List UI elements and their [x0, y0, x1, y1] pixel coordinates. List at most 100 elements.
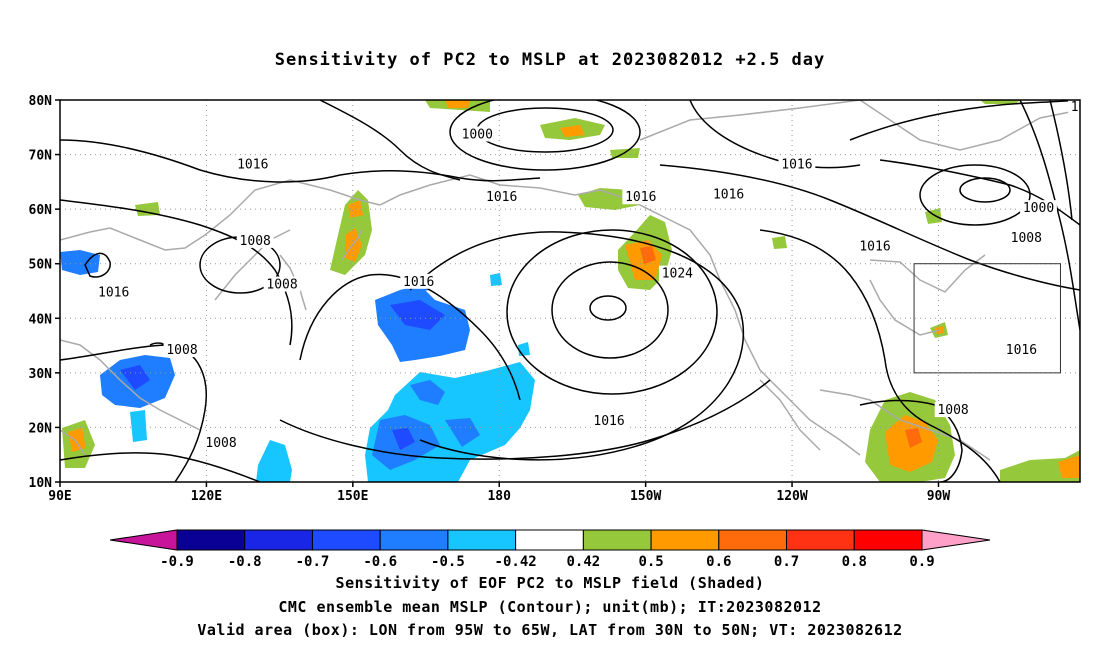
contour-label-bg — [622, 189, 660, 205]
contour-1016-southwest — [60, 452, 261, 482]
contour-1016-subtropic — [279, 379, 771, 460]
contour-label-bg — [263, 276, 301, 292]
contour-label-bg — [658, 265, 696, 281]
low-contour-greenland-2 — [919, 164, 1031, 226]
colorbar: -0.9 -0.8 -0.7 -0.6 -0.5 -0.42 0.42 0.5 0.6 0.7 0.… — [109, 529, 991, 570]
colorbar-segment — [244, 529, 313, 551]
contour-far-east-2 — [1049, 100, 1073, 221]
contour-1016-east — [759, 229, 1001, 482]
colorbar-segment — [515, 529, 584, 551]
colorbar-segment — [582, 529, 652, 551]
blue-area-central-pacific-deep — [392, 428, 415, 450]
colorbar-label: -0.9 — [160, 554, 194, 570]
contour-low-east-asia — [319, 100, 461, 181]
contour-label-bg — [234, 156, 272, 172]
lon-tick-label: 150W — [630, 489, 661, 504]
contour-label-bg — [934, 402, 972, 418]
contour-label: 1016 — [859, 239, 890, 254]
high-contour-pacific-inner — [589, 295, 627, 321]
colorbar-label: -0.7 — [296, 554, 330, 570]
colorbar-segment — [786, 529, 855, 551]
colorbar-label: 0.9 — [909, 554, 934, 570]
low-contour-arctic-outer — [449, 100, 641, 171]
colorbar-label: 0.7 — [774, 554, 799, 570]
colorbar-label: -0.5 — [431, 554, 465, 570]
contour-label: 1008 — [937, 403, 968, 418]
contour-label: 1016 — [781, 157, 812, 172]
contour-label: 1008 — [1011, 231, 1042, 246]
blue-area-asia-west — [60, 250, 100, 275]
contour-label: 1024 — [662, 267, 693, 282]
contour-label: 1016 — [713, 188, 744, 203]
lon-tick-label: 90W — [927, 489, 951, 504]
lat-tick-label: 60N — [29, 203, 53, 218]
lat-tick-label: 70N — [29, 149, 53, 164]
colorbar-label: 0.5 — [638, 554, 663, 570]
colorbar-segment — [311, 529, 381, 551]
contour-label: 1016 — [625, 190, 656, 205]
colorbar-label: -0.6 — [363, 554, 397, 570]
contour-label-bg — [163, 342, 201, 358]
contour-1016-north-america — [659, 164, 1080, 291]
contour-1008-asia — [60, 199, 293, 346]
contour-far-east — [1019, 100, 1080, 331]
contour-label: 1016 — [237, 157, 268, 172]
colorbar-segment — [379, 529, 449, 551]
orange-area-arctic-2 — [560, 125, 585, 137]
caption-line-3: Valid area (box): LON from 95W to 65W, L… — [197, 621, 903, 639]
contour-label: 1016 — [98, 286, 129, 301]
contour-label-bg — [710, 186, 748, 202]
contour-1008-south — [60, 344, 207, 482]
contour-label-bg — [1020, 200, 1057, 216]
colorbar-segment — [447, 529, 517, 551]
contour-labels: 1000 1016 1016 1016 1016 1016 1016 1000 1008 101 1… — [95, 100, 1080, 451]
blue-area-small-3 — [490, 273, 502, 286]
caption-line-1: Sensitivity of EOF PC2 to MSLP field (Sh… — [335, 574, 765, 592]
contour-label: 1016 — [486, 190, 517, 205]
lat-tick-label: 40N — [29, 312, 53, 327]
lon-tick-label: 90E — [48, 489, 71, 504]
orange-area-atlantic — [1058, 455, 1080, 478]
contour-1016-northeast — [849, 100, 1080, 141]
high-contour-pacific-2 — [506, 229, 718, 395]
lat-tick-label: 20N — [29, 421, 53, 436]
green-area-nw-canada — [772, 236, 787, 249]
orange-area-japan — [345, 200, 363, 262]
colorbar-label: 0.8 — [842, 554, 867, 570]
contour-label-bg — [95, 284, 133, 300]
colorbar-high-extend — [921, 529, 991, 551]
contour-label-bg — [778, 156, 816, 172]
contour-label: 1008 — [205, 436, 236, 451]
plot-frame — [59, 99, 1081, 483]
colorbar-label: -0.42 — [495, 554, 537, 570]
colorbar-low-extend — [109, 529, 178, 551]
contour-low-asia-small — [84, 252, 111, 278]
mslp-contours — [60, 100, 1080, 482]
negative-sensitivity-areas — [60, 250, 535, 482]
orange-area-vietnam — [68, 428, 86, 452]
lon-tick-label: 120W — [776, 489, 807, 504]
green-area-arctic-4 — [980, 100, 1020, 104]
lat-tick-label: 30N — [29, 367, 53, 382]
positive-sensitivity-areas — [62, 100, 1080, 482]
colorbar-label: 0.6 — [706, 554, 731, 570]
contour-label-bg — [1003, 342, 1040, 358]
contour-1016-pacific — [409, 231, 745, 461]
colorbar-label: -0.8 — [228, 554, 262, 570]
contour-label-bg — [856, 238, 894, 254]
contour-label: 1000 — [1023, 201, 1054, 216]
orange-area-arctic-1 — [445, 100, 470, 108]
lat-tick-label: 50N — [29, 258, 53, 273]
colorbar-segment — [176, 529, 246, 551]
contour-1016-asia — [60, 139, 541, 183]
contour-label: 1008 — [240, 234, 271, 249]
contour-1008-atlantic — [859, 399, 963, 482]
blue-area-small-2 — [518, 342, 530, 356]
green-area-atlantic — [1000, 450, 1080, 482]
contour-label-bg — [483, 189, 521, 205]
valid-area-box — [913, 263, 1061, 374]
contour-label-bg — [400, 273, 438, 289]
colorbar-segment — [853, 529, 923, 551]
